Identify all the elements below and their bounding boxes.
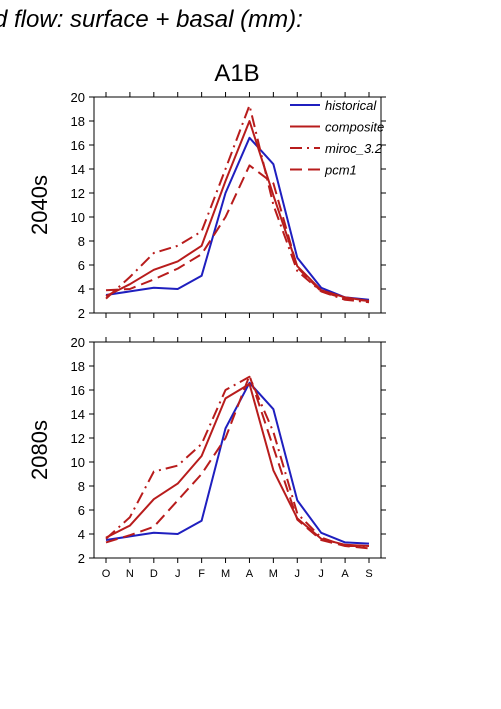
- y-tick-label: 18: [71, 114, 85, 129]
- plot-frame: [93, 341, 382, 559]
- x-tick-label: M: [269, 568, 278, 580]
- x-tick-label: A: [341, 568, 349, 580]
- y-tick-label: 18: [71, 359, 85, 374]
- legend-label: pcm1: [324, 163, 357, 178]
- x-tick-label: J: [318, 568, 324, 580]
- series-line-composite: [105, 120, 370, 302]
- x-tick-label: F: [198, 568, 205, 580]
- legend: historical composite miroc_3.2 pcm1: [290, 98, 384, 178]
- x-tick-label: D: [150, 568, 158, 580]
- chart-panel-2080s: 2 4 6 8 10 12 14 16 18 20 O N D J F M A M J J A S 2080s: [27, 335, 386, 580]
- y-tick-label: 10: [71, 455, 85, 470]
- y-tick-label: 20: [71, 90, 85, 105]
- y-tick-label: 16: [71, 138, 85, 153]
- chart-panel-2040s: 2 4 6 8 10 12 14 16 18 20 2040s historical composite…: [27, 90, 386, 321]
- x-tick-label: A: [246, 568, 254, 580]
- panels: 2 4 6 8 10 12 14 16 18 20 2040s historical composite…: [27, 90, 386, 580]
- y-tick-label: 8: [78, 234, 85, 249]
- plot-frame: [93, 96, 382, 314]
- figure-title: d flow: surface + basal (mm):: [0, 6, 303, 33]
- x-tick-label: M: [221, 568, 230, 580]
- y-tick-label: 2: [78, 551, 85, 566]
- x-tick-label: J: [295, 568, 301, 580]
- y-tick-label: 10: [71, 210, 85, 225]
- series-line-pcm1: [105, 164, 370, 302]
- y-tick-label: 14: [71, 407, 85, 422]
- legend-label: miroc_3.2: [325, 141, 383, 156]
- y-tick-label: 6: [78, 503, 85, 518]
- y-tick-label: 8: [78, 479, 85, 494]
- y-tick-label: 4: [78, 282, 85, 297]
- series-line-composite: [105, 383, 370, 547]
- y-tick-label: 6: [78, 258, 85, 273]
- series-line-historical: [105, 136, 370, 301]
- x-tick-label: O: [102, 568, 111, 580]
- y-tick-label: 16: [71, 383, 85, 398]
- series-line-miroc_3.2: [105, 375, 369, 547]
- scenario-title: A1B: [214, 60, 259, 87]
- legend-label: historical: [325, 98, 377, 113]
- x-tick-label: J: [175, 568, 181, 580]
- legend-label: composite: [325, 120, 384, 135]
- y-tick-label: 2: [78, 306, 85, 321]
- y-tick-label: 12: [71, 431, 85, 446]
- y-tick-label: 4: [78, 527, 85, 542]
- series-line-miroc_3.2: [105, 104, 370, 304]
- x-tick-label: S: [365, 568, 372, 580]
- y-tick-label: 14: [71, 162, 85, 177]
- x-tick-label: N: [126, 568, 134, 580]
- y-tick-label: 12: [71, 186, 85, 201]
- y-axis-label: 2040s: [27, 175, 52, 235]
- y-tick-label: 20: [71, 335, 85, 350]
- series-line-pcm1: [105, 374, 370, 550]
- y-axis-label: 2080s: [27, 420, 52, 480]
